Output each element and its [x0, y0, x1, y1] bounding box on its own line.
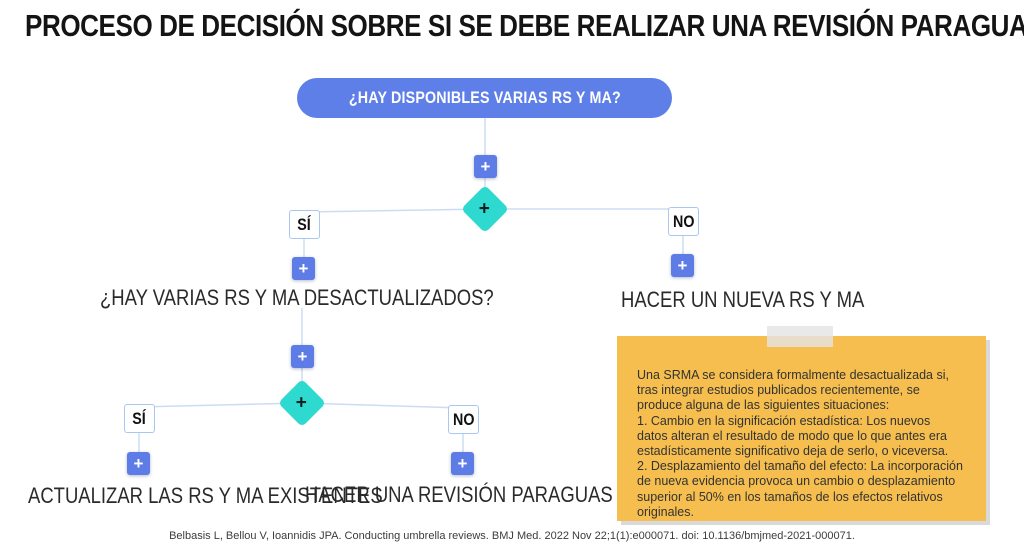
- plus-icon: +: [457, 454, 468, 473]
- outcome-new-rs-ma-text: HACER UN NUEVA RS Y MA: [621, 287, 865, 312]
- yes-box-level2: SÍ: [124, 404, 155, 433]
- plus-icon: +: [297, 347, 308, 366]
- plus-icon: +: [677, 256, 688, 275]
- root-question-label: ¿HAY DISPONIBLES VARIAS RS Y MA?: [348, 88, 621, 107]
- outcome-update-rs-ma-text: ACTUALIZAR LAS RS Y MA EXISTENTES: [28, 483, 383, 508]
- definition-note-text: Una SRMA se considera formalmente desact…: [637, 368, 963, 519]
- yes-box-level1: SÍ: [289, 210, 320, 239]
- page-title: PROCESO DE DECISIÓN SOBRE SI SE DEBE REA…: [25, 8, 1024, 43]
- citation-text: Belbasis L, Bellou V, Ioannidis JPA. Con…: [169, 530, 855, 542]
- expand-plus-button-root[interactable]: +: [474, 155, 497, 178]
- no-box-level2: NO: [448, 405, 479, 434]
- tape-decoration: [767, 326, 833, 347]
- no-label: NO: [672, 211, 695, 231]
- expand-plus-button-no2[interactable]: +: [451, 452, 474, 475]
- plus-icon: +: [479, 198, 491, 220]
- expand-plus-button-no1[interactable]: +: [671, 254, 694, 277]
- expand-plus-button-yes1[interactable]: +: [292, 257, 315, 280]
- definition-note: Una SRMA se considera formalmente desact…: [617, 336, 986, 521]
- root-question-pill: ¿HAY DISPONIBLES VARIAS RS Y MA?: [297, 78, 672, 118]
- plus-icon: +: [296, 392, 308, 414]
- yes-label: SÍ: [297, 214, 312, 234]
- plus-icon: +: [133, 454, 144, 473]
- no-label: NO: [452, 409, 475, 429]
- no-box-level1: NO: [668, 207, 699, 236]
- plus-icon: +: [298, 259, 309, 278]
- expand-plus-button-level2[interactable]: +: [291, 345, 314, 368]
- level2-question-text: ¿HAY VARIAS RS Y MA DESACTUALIZADOS?: [100, 285, 494, 310]
- plus-icon: +: [480, 157, 491, 176]
- outcome-umbrella-review-text: HACER UNA REVISIÓN PARAGUAS: [305, 482, 613, 507]
- yes-label: SÍ: [132, 408, 147, 428]
- expand-plus-button-yes2[interactable]: +: [127, 452, 150, 475]
